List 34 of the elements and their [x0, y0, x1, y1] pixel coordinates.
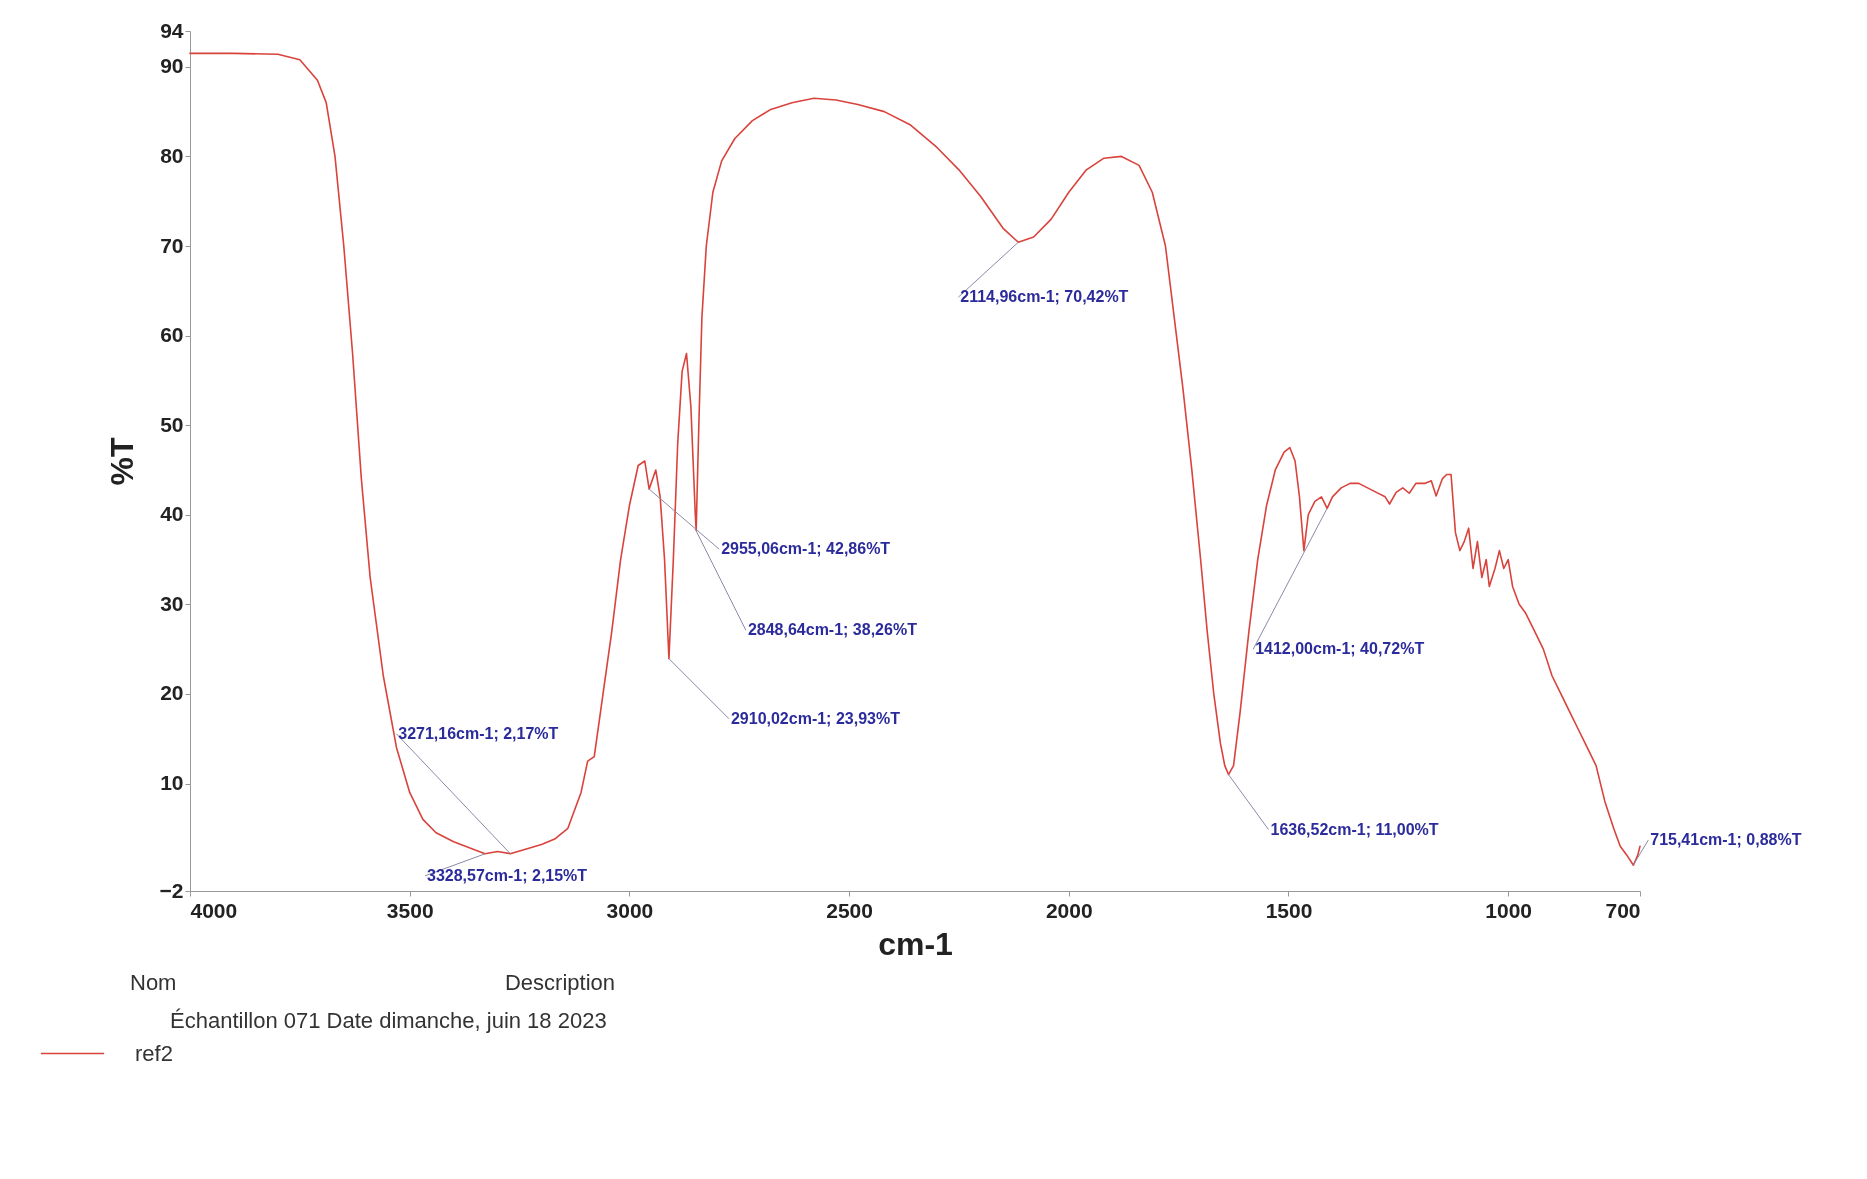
y-tick-label: 30: [160, 591, 184, 615]
text: Description: [504, 970, 616, 995]
legend-label: ref2: [135, 1040, 173, 1066]
annotation: 715,41cm-1; 0,88%T: [1650, 831, 1802, 849]
y-tick-label: 70: [160, 233, 184, 257]
text: Échantillon 071 Date dimanche, juin 18 2023: [170, 1008, 607, 1033]
x-tick-label: 1000: [1485, 898, 1533, 922]
annotation: 2848,64cm-1; 38,26%T: [747, 621, 918, 639]
y-tick-label: 94: [160, 18, 184, 42]
y-tick-label: 90: [160, 54, 184, 78]
annotation: 1636,52cm-1; 11,00%T: [1270, 820, 1439, 838]
x-tick-label: 700: [1605, 898, 1641, 922]
x-tick-label: 3500: [386, 898, 434, 922]
x-tick-label: 4000: [190, 898, 238, 922]
annotation: 2114,96cm-1; 70,42%T: [960, 288, 1129, 306]
text: Nom: [130, 970, 177, 995]
y-axis-title: %T: [103, 437, 140, 486]
x-tick-label: 2500: [826, 898, 873, 922]
y-tick-label: −2: [159, 878, 184, 902]
annotation: 1412,00cm-1; 40,72%T: [1255, 640, 1425, 658]
y-tick-label: 10: [160, 771, 184, 794]
y-tick-label: 50: [160, 412, 184, 436]
y-tick-label: 40: [160, 502, 184, 526]
annotation: 2955,06cm-1; 42,86%T: [721, 540, 891, 558]
x-tick-label: 2000: [1045, 898, 1093, 922]
x-axis-title: cm-1: [878, 925, 953, 962]
annotation: 3271,16cm-1; 2,17%T: [398, 724, 559, 742]
y-tick-label: 60: [160, 323, 184, 347]
y-tick-label: 20: [160, 681, 184, 705]
y-tick-label: 80: [160, 143, 184, 167]
x-tick-label: 1500: [1265, 898, 1313, 922]
x-tick-label: 3000: [606, 898, 654, 922]
annotation: 2910,02cm-1; 23,93%T: [730, 709, 901, 727]
annotation: 3328,57cm-1; 2,15%T: [427, 866, 588, 884]
